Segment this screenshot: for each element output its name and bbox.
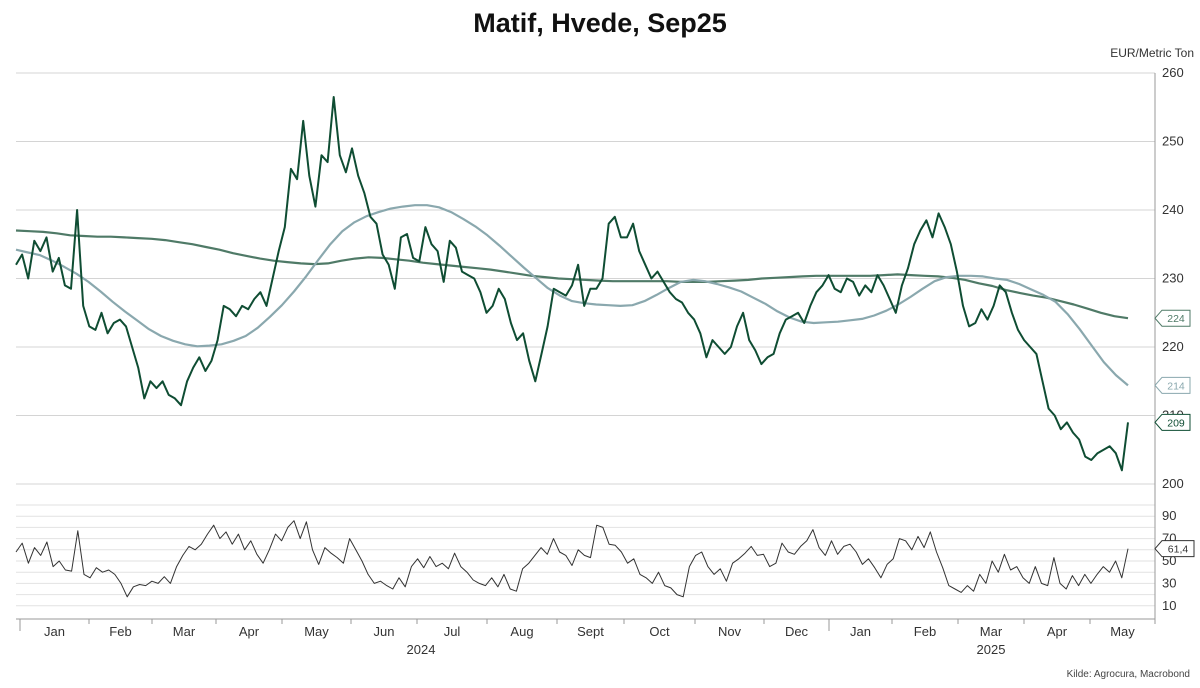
- rsi-line: [15, 520, 1129, 598]
- month-label: Aug: [510, 624, 533, 639]
- month-label: Apr: [1047, 624, 1068, 639]
- axis-layer: 2002102202302402502601030507090JanFebMar…: [16, 65, 1184, 657]
- month-label: Feb: [914, 624, 936, 639]
- chart-title: Matif, Hvede, Sep25: [473, 8, 727, 38]
- value-tag-label: 61,4: [1168, 544, 1189, 556]
- price-line: [15, 96, 1129, 472]
- rsi-tick-label: 30: [1162, 575, 1176, 590]
- month-label: May: [1110, 624, 1135, 639]
- month-label: Jan: [850, 624, 871, 639]
- rsi-tick-label: 10: [1162, 598, 1176, 613]
- year-label: 2024: [407, 642, 436, 657]
- ma-slow-value-tag: 224: [1154, 309, 1191, 327]
- series-layer: [15, 96, 1129, 598]
- tag-layer: 224 214 209 61,4: [1154, 309, 1195, 558]
- price-value-tag: 209: [1154, 413, 1191, 431]
- month-label: Mar: [173, 624, 196, 639]
- source-label: Kilde: Agrocura, Macrobond: [1066, 669, 1190, 680]
- rsi-tick-label: 90: [1162, 508, 1176, 523]
- month-label: Feb: [109, 624, 131, 639]
- month-label: Jul: [444, 624, 461, 639]
- month-label: Nov: [718, 624, 742, 639]
- price-tick-label: 200: [1162, 476, 1184, 491]
- grid-layer: [16, 72, 1155, 607]
- ma-fast-line: [15, 204, 1129, 387]
- month-label: May: [304, 624, 329, 639]
- month-label: Dec: [785, 624, 809, 639]
- price-tick-label: 240: [1162, 202, 1184, 217]
- month-label: Oct: [649, 624, 670, 639]
- price-tick-label: 250: [1162, 134, 1184, 149]
- ma-slow-line: [15, 229, 1129, 320]
- month-label: Apr: [239, 624, 260, 639]
- value-tag-label: 214: [1167, 380, 1185, 392]
- month-label: Jan: [44, 624, 65, 639]
- value-tag-label: 209: [1167, 417, 1185, 429]
- month-label: Sept: [577, 624, 604, 639]
- month-label: Mar: [980, 624, 1003, 639]
- year-label: 2025: [977, 642, 1006, 657]
- month-label: Jun: [374, 624, 395, 639]
- price-tick-label: 230: [1162, 271, 1184, 286]
- price-tick-label: 260: [1162, 65, 1184, 80]
- unit-label: EUR/Metric Ton: [1110, 46, 1194, 60]
- value-tag-label: 224: [1167, 313, 1185, 325]
- price-tick-label: 220: [1162, 339, 1184, 354]
- rsi-value-tag: 61,4: [1154, 540, 1195, 558]
- ma-fast-value-tag: 214: [1154, 376, 1191, 394]
